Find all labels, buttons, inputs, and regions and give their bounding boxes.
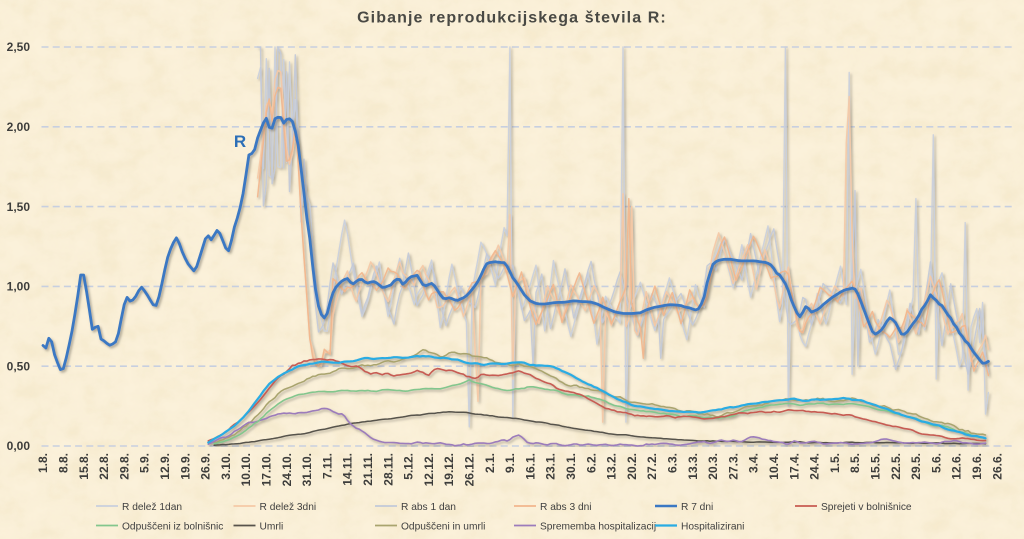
svg-text:5.6.: 5.6. xyxy=(929,453,943,473)
svg-text:30.1.: 30.1. xyxy=(564,453,578,480)
svg-text:R: R xyxy=(234,132,246,151)
svg-text:2,00: 2,00 xyxy=(7,120,31,134)
svg-text:23.1.: 23.1. xyxy=(544,453,558,480)
svg-text:14.11.: 14.11. xyxy=(341,453,355,486)
svg-text:22.8.: 22.8. xyxy=(97,453,111,480)
svg-text:31.10.: 31.10. xyxy=(300,453,314,486)
svg-text:6.3.: 6.3. xyxy=(666,453,680,473)
svg-text:15.8.: 15.8. xyxy=(77,453,91,480)
svg-text:R 7 dni: R 7 dni xyxy=(681,502,713,513)
svg-text:R abs 3 dni: R abs 3 dni xyxy=(540,502,592,513)
svg-text:Odpuščeni iz bolnišnic: Odpuščeni iz bolnišnic xyxy=(122,521,223,532)
svg-text:22.5.: 22.5. xyxy=(889,453,903,480)
svg-text:19.6.: 19.6. xyxy=(970,453,984,480)
svg-text:20.3.: 20.3. xyxy=(706,453,720,480)
svg-text:12.6.: 12.6. xyxy=(950,453,964,480)
svg-text:27.2.: 27.2. xyxy=(645,453,659,480)
svg-text:3.4.: 3.4. xyxy=(747,453,761,473)
svg-text:5.9.: 5.9. xyxy=(138,453,152,473)
svg-text:8.5.: 8.5. xyxy=(848,453,862,473)
svg-text:9.1.: 9.1. xyxy=(503,453,517,473)
svg-text:1,00: 1,00 xyxy=(7,280,31,294)
svg-text:26.12.: 26.12. xyxy=(463,453,477,486)
svg-text:16.1.: 16.1. xyxy=(523,453,537,480)
svg-text:1.5.: 1.5. xyxy=(828,453,842,473)
svg-text:Odpuščeni in umrli: Odpuščeni in umrli xyxy=(401,521,485,532)
svg-text:12.9.: 12.9. xyxy=(158,453,172,480)
svg-text:24.4.: 24.4. xyxy=(808,453,822,480)
svg-text:3.10.: 3.10. xyxy=(219,453,233,480)
svg-text:1,50: 1,50 xyxy=(7,200,31,214)
svg-text:29.5.: 29.5. xyxy=(909,453,923,480)
svg-text:0,00: 0,00 xyxy=(7,439,31,453)
svg-text:8.8.: 8.8. xyxy=(57,453,71,473)
svg-text:13.2.: 13.2. xyxy=(605,453,619,480)
svg-text:21.11.: 21.11. xyxy=(361,453,375,486)
svg-text:15.5.: 15.5. xyxy=(869,453,883,480)
svg-text:24.10.: 24.10. xyxy=(280,453,294,486)
svg-text:2,50: 2,50 xyxy=(7,40,31,54)
svg-text:28.11.: 28.11. xyxy=(381,453,395,486)
svg-text:5.12.: 5.12. xyxy=(402,453,416,480)
svg-text:19.9.: 19.9. xyxy=(178,453,192,480)
svg-text:12.12.: 12.12. xyxy=(422,453,436,486)
svg-text:R delež 1dan: R delež 1dan xyxy=(122,502,182,513)
svg-text:26.9.: 26.9. xyxy=(199,453,213,480)
svg-text:Hospitalizirani: Hospitalizirani xyxy=(681,521,744,532)
svg-text:Umrli: Umrli xyxy=(260,521,284,532)
svg-text:29.8.: 29.8. xyxy=(117,453,131,480)
svg-text:10.4.: 10.4. xyxy=(767,453,781,480)
svg-text:Sprejeti v bolnišnice: Sprejeti v bolnišnice xyxy=(821,502,912,513)
svg-text:27.3.: 27.3. xyxy=(726,453,740,480)
svg-text:19.12.: 19.12. xyxy=(442,453,456,486)
svg-text:26.6.: 26.6. xyxy=(990,453,1004,480)
svg-text:Sprememba hospitalizacij: Sprememba hospitalizacij xyxy=(540,521,656,532)
svg-text:R delež 3dni: R delež 3dni xyxy=(260,502,317,513)
svg-text:0,50: 0,50 xyxy=(7,359,31,373)
svg-text:6.2.: 6.2. xyxy=(584,453,598,473)
svg-text:7.11.: 7.11. xyxy=(320,453,334,479)
svg-text:R abs 1 dan: R abs 1 dan xyxy=(401,502,456,513)
svg-text:1.8.: 1.8. xyxy=(36,453,50,473)
svg-text:Gibanje reprodukcijskega števi: Gibanje reprodukcijskega števila R: xyxy=(357,10,667,27)
svg-text:17.4.: 17.4. xyxy=(787,453,801,480)
svg-text:2.1.: 2.1. xyxy=(483,453,497,473)
svg-text:20.2.: 20.2. xyxy=(625,453,639,480)
svg-text:10.10.: 10.10. xyxy=(239,453,253,486)
svg-text:13.3.: 13.3. xyxy=(686,453,700,480)
svg-text:17.10.: 17.10. xyxy=(260,453,274,486)
